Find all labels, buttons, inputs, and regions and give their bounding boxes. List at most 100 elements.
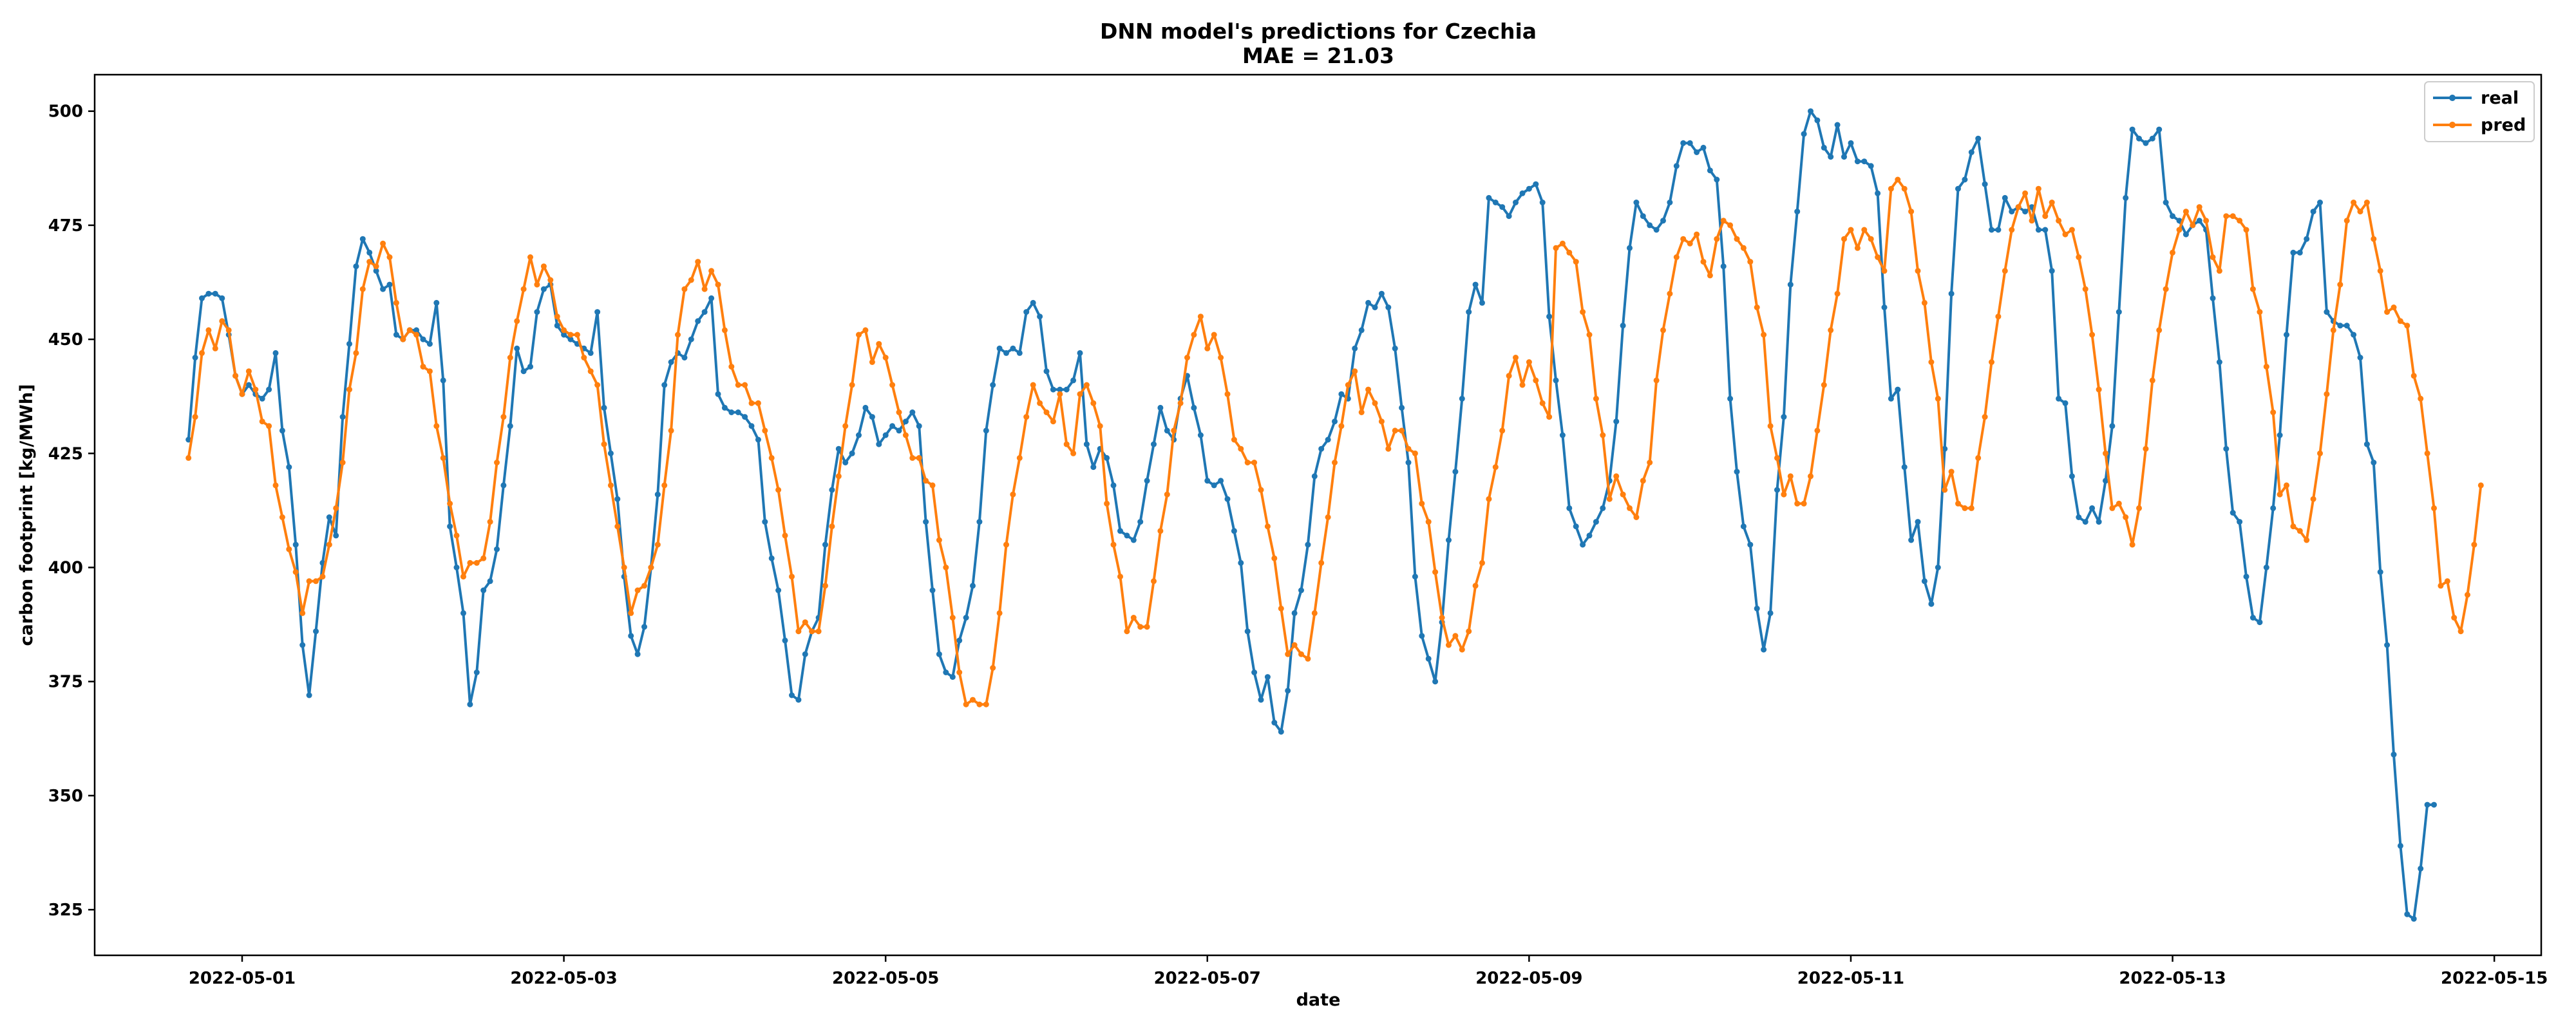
data-point <box>2458 628 2464 635</box>
data-point <box>2444 578 2450 585</box>
data-point <box>433 299 440 306</box>
y-tick-label: 425 <box>48 444 83 464</box>
data-point <box>869 414 875 420</box>
data-point <box>2304 236 2310 242</box>
data-point <box>835 473 842 480</box>
data-point <box>212 345 218 351</box>
data-point <box>2076 514 2082 520</box>
data-point <box>473 670 480 675</box>
data-point <box>1332 460 1338 465</box>
data-point <box>373 263 379 270</box>
data-point <box>1224 496 1231 502</box>
data-point <box>1881 304 1888 310</box>
data-point <box>1901 464 1908 471</box>
data-point <box>2237 218 2243 224</box>
data-point <box>1868 163 1874 169</box>
data-point <box>2002 194 2008 201</box>
data-point <box>353 350 359 356</box>
data-point <box>2069 473 2075 480</box>
data-point <box>500 414 507 420</box>
data-point <box>1573 523 1579 530</box>
data-point <box>554 314 560 320</box>
data-point <box>1935 395 1941 402</box>
data-point <box>1513 355 1519 360</box>
data-point <box>1425 519 1432 525</box>
y-tick-label: 350 <box>48 787 83 806</box>
data-point <box>949 615 956 621</box>
data-point <box>809 628 815 635</box>
data-point <box>1740 523 1747 530</box>
data-point <box>1358 327 1365 333</box>
data-point <box>440 377 446 384</box>
data-point <box>2351 332 2357 338</box>
data-point <box>882 355 889 360</box>
data-point <box>192 414 198 420</box>
data-point <box>634 587 641 594</box>
data-point <box>668 359 674 365</box>
data-point <box>1546 314 1553 320</box>
data-point <box>970 697 976 703</box>
data-point <box>1781 414 1787 420</box>
data-point <box>607 450 614 456</box>
data-point <box>413 327 420 333</box>
data-point <box>715 281 721 288</box>
data-point <box>2438 583 2444 589</box>
data-point <box>1995 227 2002 233</box>
data-point <box>2203 218 2210 224</box>
data-point <box>1083 382 1090 388</box>
data-point <box>1586 532 1593 539</box>
legend-label-pred: pred <box>2481 115 2526 135</box>
y-tick-label: 450 <box>48 330 83 350</box>
x-tick-label: 2022-05-11 <box>1797 969 1904 988</box>
data-point <box>1700 259 1707 265</box>
data-point <box>1077 350 1083 356</box>
data-point <box>755 436 761 443</box>
data-point <box>205 327 212 333</box>
data-point <box>1640 478 1646 484</box>
data-point <box>1352 368 1358 375</box>
data-point <box>1620 323 1626 329</box>
data-point <box>1553 377 1559 384</box>
data-point <box>1137 519 1144 525</box>
data-point <box>199 350 205 356</box>
data-point <box>1419 500 1425 507</box>
data-point <box>621 565 627 570</box>
data-point <box>380 240 386 247</box>
data-point <box>2096 386 2102 393</box>
data-point <box>728 409 735 415</box>
x-tick-label: 2022-05-09 <box>1475 969 1582 988</box>
data-point <box>1975 454 1982 461</box>
data-point <box>1385 445 1392 452</box>
data-point <box>1325 514 1331 520</box>
data-point <box>1318 445 1325 452</box>
data-point <box>601 441 607 447</box>
data-point <box>2176 227 2183 233</box>
data-point <box>494 546 500 552</box>
data-point <box>735 382 741 388</box>
data-point <box>594 309 601 315</box>
data-point <box>936 537 942 543</box>
data-point <box>2149 377 2155 384</box>
data-point <box>587 368 594 375</box>
data-point <box>849 450 855 456</box>
data-point <box>2163 286 2169 292</box>
data-point <box>1928 359 1935 365</box>
data-point <box>1264 523 1271 530</box>
data-point <box>1633 514 1640 520</box>
data-point <box>554 323 560 329</box>
data-point <box>333 505 339 511</box>
data-point <box>2471 541 2477 548</box>
data-point <box>212 290 218 297</box>
data-point <box>534 281 540 288</box>
data-point <box>1311 610 1318 616</box>
data-point <box>2371 460 2377 465</box>
data-point <box>2324 309 2330 315</box>
data-point <box>661 382 668 388</box>
data-point <box>259 395 265 402</box>
data-point <box>2196 204 2202 211</box>
data-point <box>1231 528 1237 534</box>
data-point <box>1627 245 1633 251</box>
data-point <box>2089 505 2096 511</box>
data-point <box>2357 209 2363 215</box>
data-point <box>1566 249 1573 256</box>
